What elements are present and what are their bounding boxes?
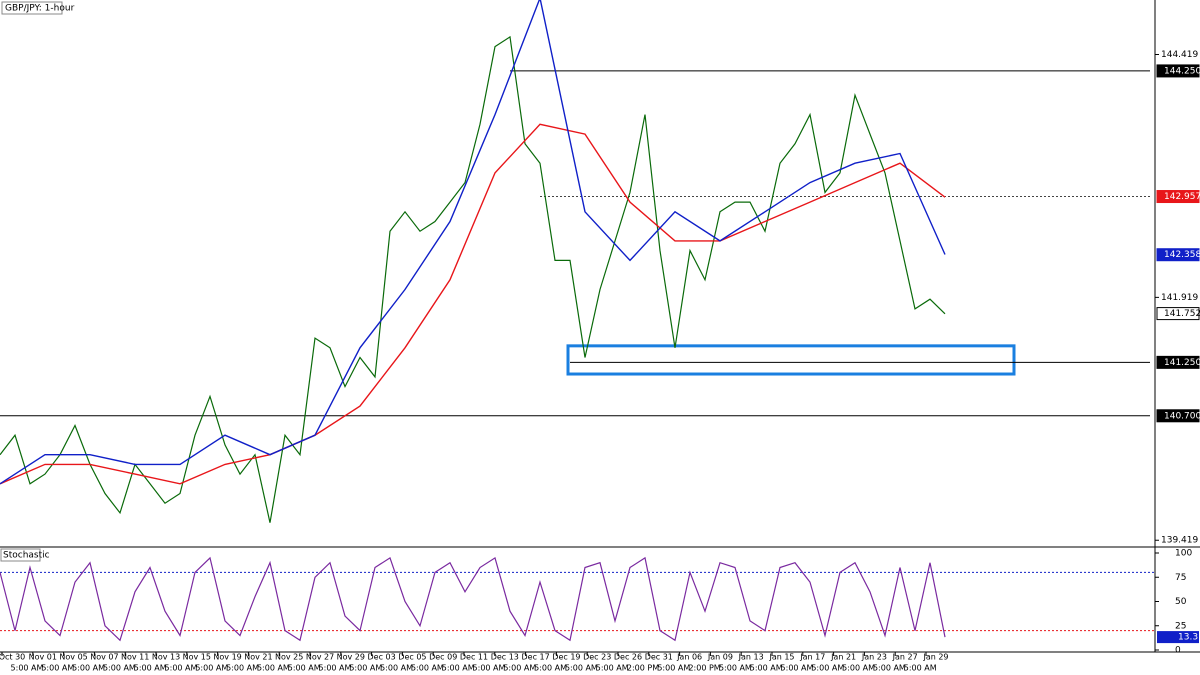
x-tick-label: Nov 29	[337, 653, 365, 662]
price-tag	[1156, 248, 1200, 262]
x-tick-label: 5:00 AM	[288, 664, 321, 673]
indicator-title: Stochastic	[3, 551, 50, 561]
price-tag	[1157, 631, 1199, 644]
x-tick-label: 5:00 AM	[103, 664, 136, 673]
x-tick-label: Jan 09	[707, 653, 733, 662]
support-zone	[566, 344, 1016, 376]
price-tag-label: 140.700	[1164, 411, 1200, 421]
x-tick-label: 5:00 AM	[596, 664, 629, 673]
x-tick-label: 5:00 AM	[11, 664, 44, 673]
x-tick-label: 5:00 AM	[811, 664, 844, 673]
x-tick-label: 5:00 AM	[842, 664, 875, 673]
x-tick-label: Nov 25	[275, 653, 303, 662]
x-tick-label: Jan 13	[738, 653, 764, 662]
price-tag-label: 142.358	[1164, 250, 1200, 260]
x-tick-label: Jan 21	[830, 653, 856, 662]
x-tick-label: 5:00 AM	[534, 664, 567, 673]
x-tick-label: Dec 05	[398, 653, 426, 662]
x-tick-label: Dec 19	[552, 653, 580, 662]
price-tag-label: 141.250	[1164, 358, 1200, 368]
x-tick-label: 5:00 AM	[41, 664, 74, 673]
series-line	[0, 35, 946, 523]
x-tick-label: Nov 05	[59, 653, 87, 662]
x-tick-label: 5:00 AM	[750, 664, 783, 673]
x-tick-label: Dec 17	[521, 653, 549, 662]
x-tick-label: 5:00 AM	[904, 664, 937, 673]
x-tick-label: Oct 30	[0, 653, 25, 662]
x-tick-label: 5:00 AM	[134, 664, 167, 673]
x-tick-label: Nov 11	[121, 653, 149, 662]
y-tick-label: 75	[1175, 573, 1186, 583]
x-tick-label: 5:00 AM	[503, 664, 536, 673]
y-tick-label: 50	[1175, 597, 1187, 607]
x-tick-label: 2:00 PM	[688, 664, 720, 673]
y-tick-label: 144.419	[1161, 50, 1198, 60]
x-tick-label: 5:00 AM	[257, 664, 290, 673]
x-tick-label: Dec 13	[491, 653, 519, 662]
x-tick-label: 5:00 AM	[72, 664, 105, 673]
x-tick-label: 2:00 PM	[627, 664, 659, 673]
y-tick-label: 141.919	[1161, 293, 1198, 303]
price-tag	[1156, 355, 1200, 369]
x-tick-label: Nov 15	[183, 653, 211, 662]
series-line	[0, 0, 946, 485]
x-tick-label: Nov 27	[306, 653, 334, 662]
x-tick-label: Dec 26	[614, 653, 642, 662]
x-tick-label: Jan 23	[861, 653, 887, 662]
x-tick-label: 5:00 AM	[657, 664, 690, 673]
y-tick-label: 0	[1175, 646, 1181, 656]
price-tag	[1156, 307, 1200, 321]
price-tag-label: 144.250	[1164, 66, 1200, 76]
x-tick-label: 5:00 AM	[565, 664, 598, 673]
x-tick-label: 5:00 AM	[719, 664, 752, 673]
x-tick-label: Dec 31	[645, 653, 673, 662]
series-line	[0, 123, 946, 485]
y-tick-label: 100	[1175, 549, 1192, 559]
title-box	[1, 1, 63, 15]
x-tick-label: Dec 11	[460, 653, 488, 662]
x-tick-label: Nov 21	[244, 653, 272, 662]
x-tick-label: 5:00 AM	[873, 664, 906, 673]
x-tick-label: 5:00 AM	[380, 664, 413, 673]
chart-title: GBP/JPY: 1-hour	[5, 4, 75, 14]
x-tick-label: Nov 07	[90, 653, 118, 662]
x-tick-label: Dec 03	[367, 653, 395, 662]
price-tag	[1156, 190, 1200, 204]
x-tick-label: 5:00 AM	[442, 664, 475, 673]
x-tick-label: Dec 09	[429, 653, 457, 662]
price-tag	[1156, 409, 1200, 423]
indicator-title-box	[0, 548, 41, 562]
y-tick-label: 139.419	[1161, 536, 1198, 546]
x-tick-label: Nov 01	[29, 653, 57, 662]
x-tick-label: 5:00 AM	[781, 664, 814, 673]
x-tick-label: Jan 29	[922, 653, 948, 662]
x-tick-label: Jan 17	[799, 653, 825, 662]
x-tick-label: Jan 15	[768, 653, 794, 662]
x-tick-label: Nov 19	[213, 653, 241, 662]
x-tick-label: 5:00 AM	[349, 664, 382, 673]
price-tag	[1156, 64, 1200, 78]
x-tick-label: Nov 13	[152, 653, 180, 662]
x-tick-label: 5:00 AM	[165, 664, 198, 673]
x-tick-label: 5:00 AM	[195, 664, 228, 673]
x-tick-label: Jan 27	[892, 653, 918, 662]
series-line	[0, 556, 946, 642]
x-tick-label: 5:00 AM	[411, 664, 444, 673]
price-tag-label: 142.957	[1164, 192, 1200, 202]
x-tick-label: Dec 23	[583, 653, 611, 662]
x-tick-label: Jan 06	[676, 653, 702, 662]
x-tick-label: 5:00 AM	[319, 664, 352, 673]
price-tag-label: 141.752	[1164, 309, 1200, 319]
plot-area	[0, 0, 1150, 523]
x-tick-label: 5:00 AM	[473, 664, 506, 673]
x-tick-label: 5:00 AM	[226, 664, 259, 673]
price-tag-label: 13.31	[1178, 633, 1200, 643]
y-tick-label: 25	[1175, 621, 1186, 631]
